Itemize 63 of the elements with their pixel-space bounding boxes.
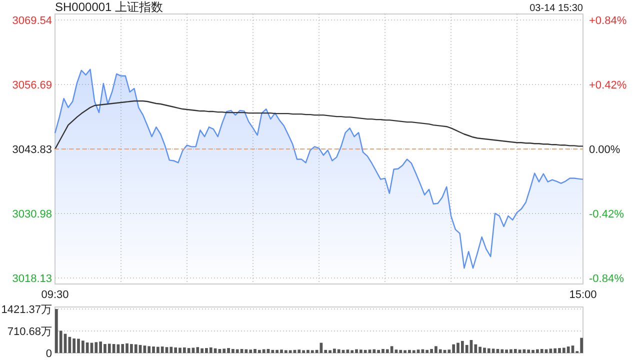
bar [412, 350, 416, 353]
bar [386, 349, 389, 353]
bar [236, 349, 239, 353]
y2-tick-label: -0.42% [589, 208, 624, 220]
y-tick-label: 710.68万 [7, 326, 52, 338]
bar [271, 350, 274, 353]
bar [108, 344, 111, 353]
bar [368, 350, 372, 353]
bar [394, 350, 398, 353]
bar [222, 348, 226, 353]
bar [540, 348, 544, 353]
y-tick-label: 3069.54 [12, 14, 52, 27]
y-tick-label: 3030.98 [12, 208, 52, 220]
bar [68, 336, 72, 353]
y-tick-label: 3018.13 [12, 272, 52, 285]
x-tick-label: 09:30 [41, 289, 69, 301]
bar [518, 350, 522, 353]
x-tick-label: 15:00 [569, 289, 597, 301]
bar [364, 350, 367, 353]
bar [249, 350, 252, 353]
bar [487, 348, 490, 353]
y-tick-label: 3043.83 [12, 144, 52, 156]
bar [549, 348, 552, 353]
bar [196, 347, 200, 353]
bar [192, 348, 195, 353]
bar [288, 350, 292, 353]
bar [165, 347, 168, 353]
bar [170, 346, 173, 353]
bar [416, 350, 420, 353]
bar [94, 342, 98, 353]
bar [148, 346, 151, 353]
bar [390, 346, 394, 353]
bar [372, 349, 376, 353]
bar [474, 344, 478, 353]
y2-tick-label: +0.84% [589, 14, 627, 27]
bar [134, 344, 138, 353]
bar [492, 348, 495, 353]
bar [121, 344, 124, 353]
bar [298, 350, 301, 353]
y2-tick-label: 0.00% [589, 144, 620, 156]
bar [337, 349, 340, 353]
bar [438, 349, 442, 353]
y-tick-label: 0 [46, 348, 52, 360]
bar [86, 342, 89, 353]
y2-tick-label: +0.42% [589, 79, 627, 92]
bar [527, 350, 530, 353]
y-tick-label: 1421.37万 [1, 304, 52, 316]
bar [310, 350, 314, 353]
y2-tick-label: -0.84% [589, 272, 624, 285]
bar [426, 350, 429, 353]
y-tick-label: 3056.69 [12, 79, 52, 92]
bar [346, 350, 350, 353]
bar [187, 348, 190, 353]
bar [514, 348, 517, 353]
bar [500, 349, 504, 353]
bar [399, 350, 402, 353]
chart-title: SH000001 上证指数 [55, 0, 164, 14]
text: 03-14 15:30 [530, 3, 584, 14]
bar [566, 346, 570, 353]
bar [160, 346, 164, 353]
bar [209, 347, 212, 353]
line-series [54, 100, 584, 150]
bar [262, 349, 266, 353]
